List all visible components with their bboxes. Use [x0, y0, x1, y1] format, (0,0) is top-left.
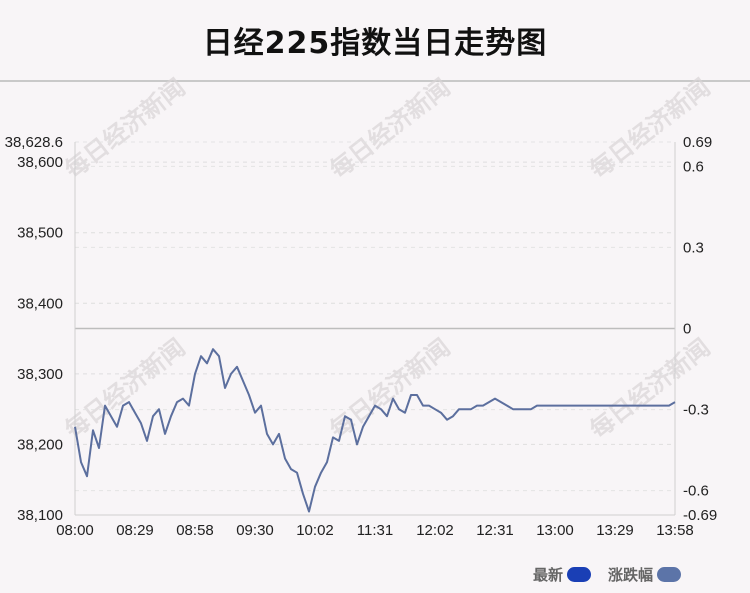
x-tick-label: 13:00 — [536, 522, 574, 539]
x-tick-label: 10:02 — [296, 522, 334, 539]
legend-swatch-change — [657, 566, 682, 582]
grid-lines — [75, 141, 675, 516]
x-tick-label: 08:29 — [116, 522, 154, 539]
series-line-latest — [74, 348, 676, 513]
series-layer — [74, 348, 676, 513]
y-left-tick-label: 38,100 — [17, 507, 63, 524]
y-left-tick-label: 38,600 — [17, 154, 63, 171]
legend-item-change[interactable]: 涨跌幅 — [608, 564, 682, 584]
y-right-tick-label: -0.3 — [683, 402, 709, 419]
legend-label-latest: 最新 — [533, 565, 564, 584]
x-tick-label: 12:02 — [416, 522, 454, 539]
y-left-tick-label: 38,300 — [17, 366, 63, 383]
y-right-tick-label: 0.69 — [683, 134, 712, 151]
y-right-tick-label: 0.3 — [683, 239, 704, 256]
legend-item-latest[interactable]: 最新 — [533, 564, 592, 584]
watermark-text: 每日经济新闻 — [60, 333, 191, 444]
y-right-tick-label: 0 — [683, 321, 691, 338]
x-tick-label: 08:00 — [56, 522, 94, 539]
x-tick-label: 08:58 — [176, 522, 214, 539]
y-left-tick-label: 38,400 — [17, 295, 63, 312]
left-axis-labels: 38,628.6 38,600 38,500 38,400 38,300 38,200 38… — [5, 134, 63, 524]
y-right-tick-label: -0.69 — [683, 507, 717, 524]
chart-title: 日经225指数当日走势图 — [202, 26, 548, 61]
x-tick-label: 09:30 — [236, 522, 274, 539]
watermark-text: 每日经济新闻 — [60, 73, 191, 184]
y-left-tick-label: 38,500 — [17, 225, 63, 242]
x-tick-label: 13:58 — [656, 522, 694, 539]
title-divider — [0, 80, 750, 82]
x-tick-label: 12:31 — [476, 522, 514, 539]
x-axis-labels: 08:00 08:29 08:58 09:30 10:02 11:31 12:02 12:31… — [56, 522, 694, 539]
watermark-text: 每日经济新闻 — [325, 73, 456, 184]
chart-axes — [74, 142, 676, 516]
y-left-tick-label: 38,628.6 — [5, 134, 63, 151]
x-tick-label: 13:29 — [596, 522, 634, 539]
right-axis-labels: 0.69 0.6 0.3 0 -0.3 -0.6 -0.69 — [683, 134, 717, 524]
y-right-tick-label: -0.6 — [683, 483, 709, 500]
y-right-tick-label: 0.6 — [683, 158, 704, 175]
legend-label-change: 涨跌幅 — [608, 565, 654, 584]
y-left-tick-label: 38,200 — [17, 436, 63, 453]
x-tick-label: 11:31 — [357, 522, 393, 539]
legend-swatch-latest — [567, 566, 592, 582]
watermark-text: 每日经济新闻 — [585, 333, 716, 444]
watermark-text: 每日经济新闻 — [325, 333, 456, 444]
